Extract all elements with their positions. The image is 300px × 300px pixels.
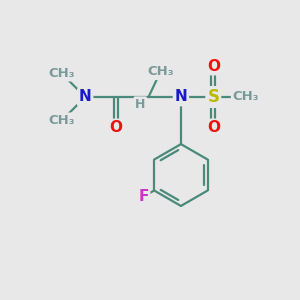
Text: S: S <box>207 88 219 106</box>
Text: N: N <box>175 89 187 104</box>
Text: CH₃: CH₃ <box>147 65 174 79</box>
Text: CH₃: CH₃ <box>48 114 75 127</box>
Text: N: N <box>79 89 92 104</box>
Text: H: H <box>135 98 146 111</box>
Text: O: O <box>207 120 220 135</box>
Text: F: F <box>138 189 148 204</box>
Text: O: O <box>110 120 123 135</box>
Text: CH₃: CH₃ <box>232 91 259 103</box>
Text: O: O <box>207 58 220 74</box>
Text: CH₃: CH₃ <box>48 67 75 80</box>
